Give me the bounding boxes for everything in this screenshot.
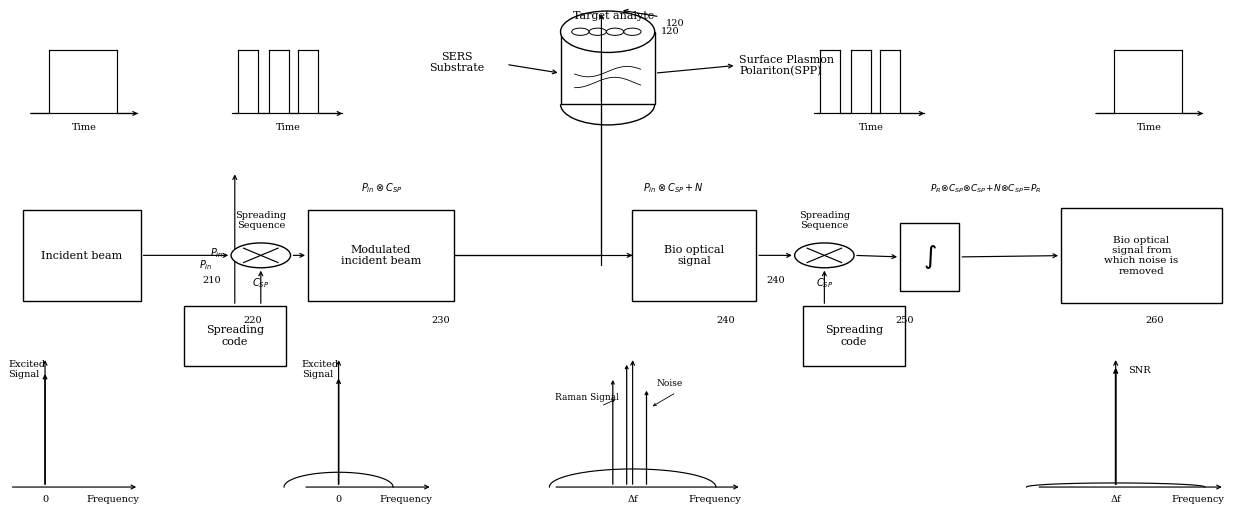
FancyBboxPatch shape [632, 210, 756, 301]
FancyBboxPatch shape [560, 32, 655, 104]
Text: Incident beam: Incident beam [41, 251, 123, 261]
Text: Time: Time [277, 123, 301, 132]
Text: 230: 230 [432, 317, 450, 325]
Text: Spreading
code: Spreading code [206, 325, 264, 347]
Text: Noise: Noise [656, 379, 683, 388]
Text: Frequency: Frequency [1172, 495, 1225, 504]
Circle shape [231, 243, 290, 268]
Text: 220: 220 [243, 317, 262, 325]
Text: 250: 250 [895, 317, 914, 325]
Circle shape [795, 243, 854, 268]
Text: $P_R\!\otimes\! C_{SP}\!\otimes\! C_{SP}\!+\!N\!\otimes\! C_{SP}\!=\!P_R$: $P_R\!\otimes\! C_{SP}\!\otimes\! C_{SP}… [930, 182, 1042, 195]
Text: Frequency: Frequency [688, 495, 742, 504]
Text: 0: 0 [336, 495, 342, 504]
Text: 240: 240 [717, 317, 735, 325]
Text: Raman Signal: Raman Signal [556, 392, 619, 402]
Text: Spreading
code: Spreading code [825, 325, 883, 347]
Text: 120: 120 [661, 26, 680, 36]
Text: Excited
Signal: Excited Signal [9, 360, 46, 379]
Ellipse shape [560, 11, 655, 52]
FancyBboxPatch shape [804, 306, 905, 365]
Text: Excited
Signal: Excited Signal [301, 360, 339, 379]
Text: Δf: Δf [1110, 495, 1121, 504]
Text: 0: 0 [42, 495, 48, 504]
Text: Time: Time [72, 123, 97, 132]
Text: $\int$: $\int$ [923, 243, 936, 271]
Text: SERS
Substrate: SERS Substrate [429, 52, 484, 73]
Text: Surface Plasmon
Polariton(SPP): Surface Plasmon Polariton(SPP) [739, 55, 835, 76]
Text: $P_{in}\otimes C_{SP}$: $P_{in}\otimes C_{SP}$ [361, 181, 403, 195]
FancyBboxPatch shape [1061, 208, 1221, 304]
Text: 120: 120 [666, 19, 684, 29]
FancyBboxPatch shape [24, 210, 140, 301]
Text: 210: 210 [202, 276, 221, 284]
Text: SNR: SNR [1128, 366, 1151, 375]
Text: Δf: Δf [627, 495, 637, 504]
Text: $C_{SP}$: $C_{SP}$ [816, 276, 833, 290]
Text: 260: 260 [1146, 317, 1163, 325]
Text: Bio optical
signal: Bio optical signal [665, 245, 724, 266]
Text: $P_{in}\otimes C_{SP}+N$: $P_{in}\otimes C_{SP}+N$ [642, 181, 704, 195]
Text: $C_{SP}$: $C_{SP}$ [252, 276, 269, 290]
Text: $P_{in}$: $P_{in}$ [198, 258, 212, 272]
FancyBboxPatch shape [308, 210, 454, 301]
FancyBboxPatch shape [184, 306, 285, 365]
Text: Spreading
Sequence: Spreading Sequence [236, 211, 286, 230]
Text: Spreading
Sequence: Spreading Sequence [799, 211, 849, 230]
FancyBboxPatch shape [900, 223, 960, 291]
Text: Target analyte: Target analyte [573, 11, 655, 21]
Text: $P_{in}$: $P_{in}$ [210, 247, 223, 260]
Text: Frequency: Frequency [86, 495, 139, 504]
Text: Bio optical
signal from
which noise is
removed: Bio optical signal from which noise is r… [1105, 236, 1178, 276]
Text: Time: Time [858, 123, 883, 132]
Text: Time: Time [1137, 123, 1162, 132]
Text: Frequency: Frequency [379, 495, 433, 504]
Text: Modulated
incident beam: Modulated incident beam [341, 245, 422, 266]
Text: 240: 240 [766, 276, 785, 284]
